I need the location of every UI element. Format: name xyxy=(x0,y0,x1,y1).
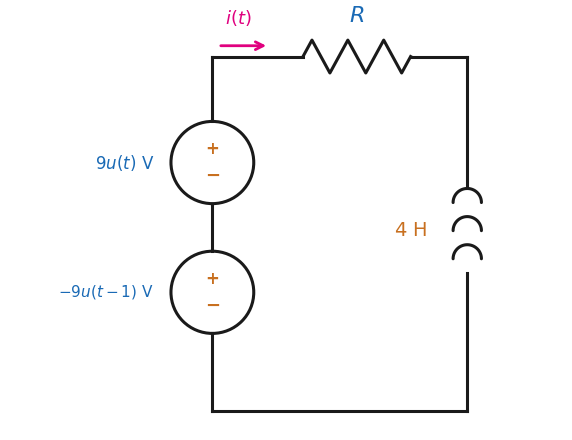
Text: $4\ \mathrm{H}$: $4\ \mathrm{H}$ xyxy=(394,222,427,240)
Text: $9u(t)\ \mathrm{V}$: $9u(t)\ \mathrm{V}$ xyxy=(95,153,154,172)
Text: $i(t)$: $i(t)$ xyxy=(225,8,251,29)
Text: −: − xyxy=(205,167,220,185)
Text: +: + xyxy=(205,140,219,158)
Text: +: + xyxy=(205,270,219,288)
Text: $R$: $R$ xyxy=(349,5,364,27)
Text: −: − xyxy=(205,297,220,315)
Text: $-9u(t-1)\ \mathrm{V}$: $-9u(t-1)\ \mathrm{V}$ xyxy=(58,283,154,301)
